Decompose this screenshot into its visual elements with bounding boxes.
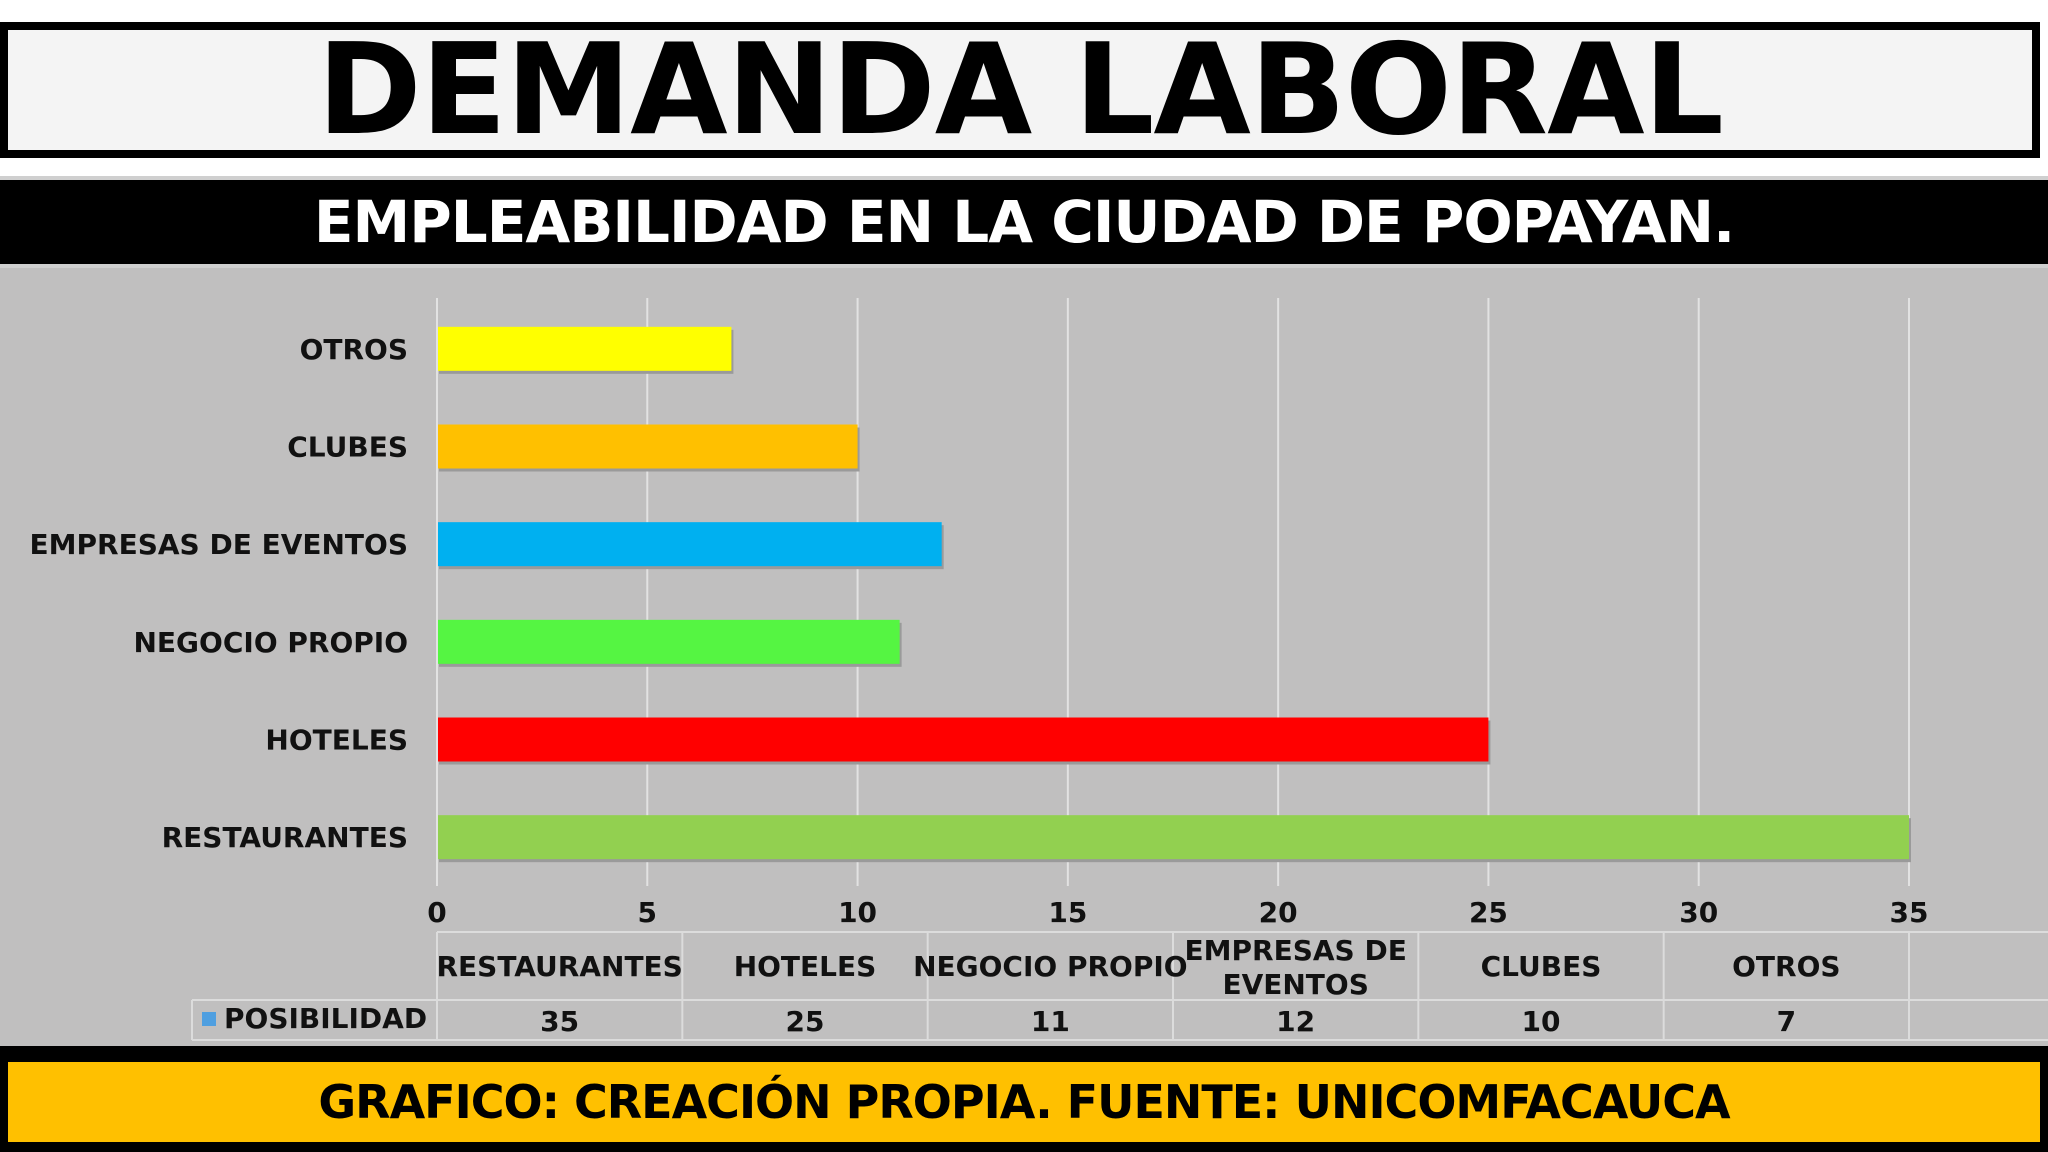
x-tick-label: 15 (1048, 896, 1087, 929)
bar (437, 522, 942, 567)
table-value: 7 (1777, 1005, 1796, 1038)
category-label: NEGOCIO PROPIO (134, 626, 409, 659)
x-tick-label: 20 (1259, 896, 1298, 929)
chart-area: RESTAURANTES HOTELES NEGOCIO PROPIO EMPRESA… (0, 268, 2048, 1046)
table-category-label: EVENTOS (1222, 968, 1368, 1001)
bar (437, 815, 1909, 860)
x-tick-label: 5 (638, 896, 657, 929)
table-value: 10 (1522, 1005, 1561, 1038)
footer: GRAFICO: CREACIÓN PROPIA. FUENTE: UNICOM… (0, 1046, 2048, 1152)
table-category-label: CLUBES (1481, 950, 1602, 983)
bar (437, 326, 732, 371)
table-category-label: NEGOCIO PROPIO (913, 950, 1188, 983)
table-value: 35 (540, 1005, 579, 1038)
x-tick-label: 35 (1890, 896, 1929, 929)
category-label: OTROS (300, 333, 408, 366)
legend-series-name: POSIBILIDAD (224, 1002, 427, 1035)
page-subtitle: EMPLEABILIDAD EN LA CIUDAD DE POPAYAN. (313, 188, 1735, 256)
table-value: 25 (786, 1005, 825, 1038)
page-title: DEMANDA LABORAL (317, 22, 1724, 158)
table-category-label: RESTAURANTES (436, 950, 682, 983)
footer-source-text: GRAFICO: CREACIÓN PROPIA. FUENTE: UNICOM… (318, 1075, 1730, 1129)
category-label: RESTAURANTES (162, 821, 408, 854)
x-tick-label: 10 (838, 896, 877, 929)
category-label: HOTELES (265, 724, 408, 757)
category-label: EMPRESAS DE EVENTOS (30, 528, 409, 561)
table-value: 12 (1276, 1005, 1315, 1038)
subtitle-bar: EMPLEABILIDAD EN LA CIUDAD DE POPAYAN. (0, 176, 2048, 268)
x-tick-label: 30 (1679, 896, 1718, 929)
title-box: DEMANDA LABORAL (0, 22, 2040, 158)
x-tick-label: 25 (1469, 896, 1508, 929)
category-label: CLUBES (287, 431, 408, 464)
table-category-label: HOTELES (734, 950, 877, 983)
legend-swatch (202, 1012, 216, 1026)
table-category-label: OTROS (1732, 950, 1840, 983)
bar (437, 619, 900, 664)
bar (437, 424, 858, 469)
x-tick-label: 0 (427, 896, 446, 929)
footer-bar: GRAFICO: CREACIÓN PROPIA. FUENTE: UNICOM… (8, 1062, 2040, 1142)
table-value: 11 (1031, 1005, 1070, 1038)
bar (437, 717, 1489, 762)
table-category-label: EMPRESAS DE (1185, 934, 1407, 967)
